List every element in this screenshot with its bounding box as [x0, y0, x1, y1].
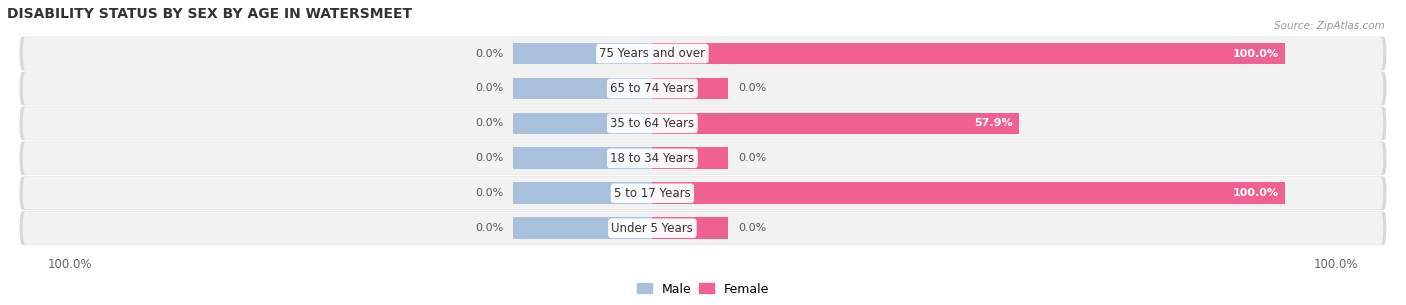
Bar: [652, 148, 728, 169]
Text: 100.0%: 100.0%: [1233, 188, 1279, 198]
Bar: [513, 217, 652, 239]
FancyBboxPatch shape: [20, 37, 1386, 70]
Text: 0.0%: 0.0%: [475, 118, 503, 128]
FancyBboxPatch shape: [20, 142, 1386, 175]
FancyBboxPatch shape: [22, 142, 1384, 175]
FancyBboxPatch shape: [22, 37, 1384, 70]
Bar: [652, 217, 728, 239]
Bar: [652, 113, 1019, 134]
Text: 0.0%: 0.0%: [475, 153, 503, 163]
Text: 0.0%: 0.0%: [738, 84, 766, 93]
Bar: [513, 182, 652, 204]
Text: 57.9%: 57.9%: [974, 118, 1012, 128]
Text: DISABILITY STATUS BY SEX BY AGE IN WATERSMEET: DISABILITY STATUS BY SEX BY AGE IN WATER…: [7, 7, 412, 21]
FancyBboxPatch shape: [22, 212, 1384, 245]
Text: 75 Years and over: 75 Years and over: [599, 47, 706, 60]
FancyBboxPatch shape: [20, 72, 1386, 105]
Bar: [652, 77, 728, 99]
Text: 0.0%: 0.0%: [738, 153, 766, 163]
Text: 0.0%: 0.0%: [475, 223, 503, 233]
FancyBboxPatch shape: [22, 72, 1384, 105]
FancyBboxPatch shape: [22, 107, 1384, 140]
Text: Source: ZipAtlas.com: Source: ZipAtlas.com: [1274, 21, 1385, 31]
Text: 5 to 17 Years: 5 to 17 Years: [614, 187, 690, 200]
Text: 0.0%: 0.0%: [475, 48, 503, 59]
Bar: [513, 77, 652, 99]
Legend: Male, Female: Male, Female: [637, 282, 769, 296]
Bar: [513, 113, 652, 134]
FancyBboxPatch shape: [22, 177, 1384, 210]
Bar: [513, 148, 652, 169]
Text: 0.0%: 0.0%: [475, 188, 503, 198]
Text: 35 to 64 Years: 35 to 64 Years: [610, 117, 695, 130]
Text: 100.0%: 100.0%: [1233, 48, 1279, 59]
Bar: [513, 43, 652, 64]
FancyBboxPatch shape: [20, 107, 1386, 140]
Text: 0.0%: 0.0%: [738, 223, 766, 233]
Bar: [652, 43, 1285, 64]
Text: 18 to 34 Years: 18 to 34 Years: [610, 152, 695, 165]
Bar: [652, 182, 1285, 204]
Text: 65 to 74 Years: 65 to 74 Years: [610, 82, 695, 95]
Text: Under 5 Years: Under 5 Years: [612, 222, 693, 235]
FancyBboxPatch shape: [20, 211, 1386, 245]
FancyBboxPatch shape: [20, 177, 1386, 210]
Text: 0.0%: 0.0%: [475, 84, 503, 93]
